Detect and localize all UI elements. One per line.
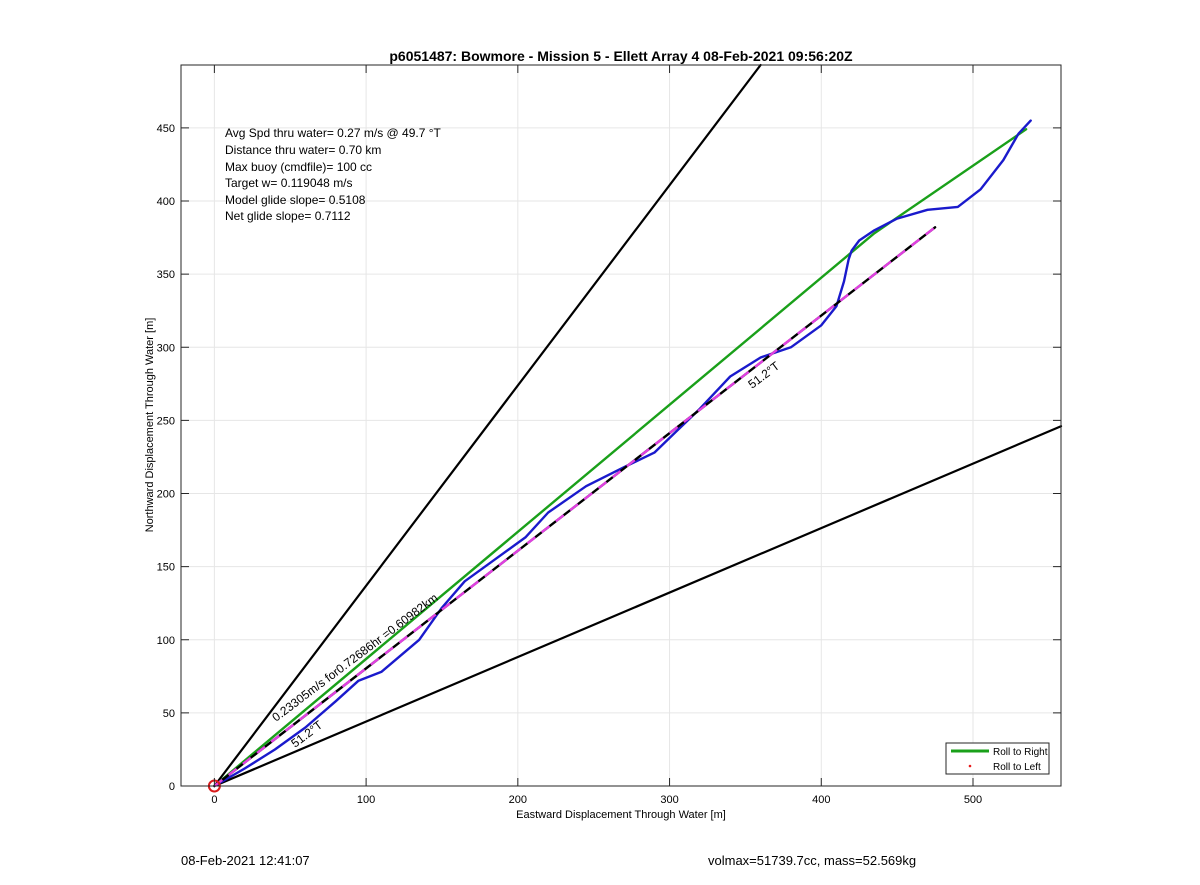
cone-line-lower: [213, 425, 1063, 788]
x-tick-label: 200: [509, 794, 527, 806]
series-heading-line-magenta: [213, 226, 936, 787]
cone-line-upper: [213, 63, 762, 788]
stats-avg-speed: Avg Spd thru water= 0.27 m/s @ 49.7 °T: [225, 126, 442, 140]
along-track-annotation: 0.23305m/s for0.72686hr =0.60982km: [269, 591, 440, 725]
y-tick-label: 350: [157, 269, 175, 281]
stats-net-glide-slope: Net glide slope= 0.7112: [225, 209, 351, 223]
y-axis-label: Northward Displacement Through Water [m]: [144, 318, 156, 533]
y-tick-label: 400: [157, 196, 175, 208]
x-tick-label: 100: [357, 794, 375, 806]
y-tick-label: 450: [157, 123, 175, 135]
x-tick-label: 300: [660, 794, 678, 806]
stats-model-glide-slope: Model glide slope= 0.5108: [225, 193, 366, 207]
y-tick-label: 250: [157, 415, 175, 427]
series-roll-to-right: [213, 128, 1028, 788]
x-axis-label: Eastward Displacement Through Water [m]: [516, 809, 726, 821]
footer-timestamp: 08-Feb-2021 12:41:07: [181, 853, 310, 868]
legend-box: [945, 742, 1050, 775]
y-tick-label: 200: [157, 489, 175, 501]
axis-ticks: 0 100 200 300 400 500 0 50 100 150 200 250 300 350 400…: [157, 65, 1061, 806]
y-tick-label: 50: [163, 708, 175, 720]
x-tick-label: 0: [211, 794, 217, 806]
legend-label-roll-right: Roll to Right: [993, 747, 1048, 758]
x-tick-label: 500: [964, 794, 982, 806]
y-tick-label: 300: [157, 342, 175, 354]
chart-title: p6051487: Bowmore - Mission 5 - Ellett A…: [389, 48, 853, 64]
legend-label-roll-left: Roll to Left: [993, 762, 1041, 773]
footer-volmax-mass: volmax=51739.7cc, mass=52.569kg: [708, 853, 917, 868]
axes-box: [180, 64, 1062, 787]
stats-text-block: Avg Spd thru water= 0.27 m/s @ 49.7 °T D…: [225, 126, 442, 223]
y-tick-label: 100: [157, 635, 175, 647]
x-tick-label: 400: [812, 794, 830, 806]
stats-max-buoy: Max buoy (cmdfile)= 100 cc: [225, 160, 372, 174]
stats-distance: Distance thru water= 0.70 km: [225, 143, 381, 157]
stats-target-w: Target w= 0.119048 m/s: [225, 176, 353, 190]
y-tick-label: 0: [169, 781, 175, 793]
y-tick-label: 150: [157, 562, 175, 574]
grid: [181, 65, 1061, 787]
legend: Roll to Right Roll to Left: [945, 742, 1050, 775]
legend-swatch-roll-left: [968, 764, 972, 768]
